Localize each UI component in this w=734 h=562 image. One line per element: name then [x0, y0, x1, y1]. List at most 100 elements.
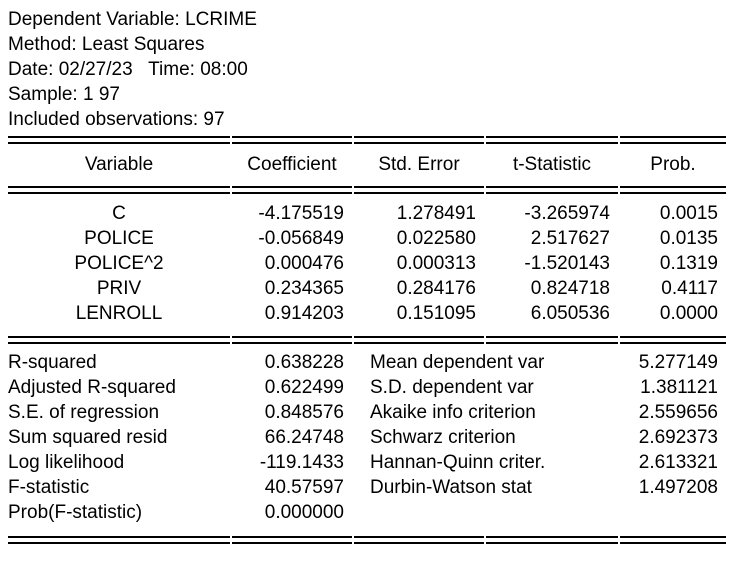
cell-std-error: 0.151095 [396, 303, 476, 324]
rule-segment [620, 186, 726, 194]
bottom-double-rule [8, 536, 726, 544]
stats-label-left: S.E. of regression [8, 402, 160, 423]
stats-row: F-statistic 40.57597 Durbin-Watson stat … [8, 475, 726, 500]
rule-segment [620, 536, 726, 544]
coef-table-header-row: Variable Coefficient Std. Error t-Statis… [8, 150, 726, 180]
cell-variable: PRIV [96, 278, 142, 299]
cell-t-statistic: 6.050536 [530, 303, 610, 324]
rule-segment [8, 186, 230, 194]
top-double-rule [8, 136, 726, 144]
spec-header: Dependent Variable: LCRIME Method: Least… [8, 7, 257, 132]
stats-label-left: Adjusted R-squared [8, 377, 176, 398]
coef-row-police-squared: POLICE^2 0.000476 0.000313 -1.520143 0.1… [8, 251, 726, 276]
stats-value-left: 40.57597 [264, 477, 344, 498]
cell-variable: LENROLL [75, 303, 163, 324]
cell-coefficient: 0.914203 [264, 303, 344, 324]
rule-segment [354, 136, 484, 144]
stats-label-left: R-squared [8, 352, 97, 373]
rule-segment [486, 536, 618, 544]
stats-row: S.E. of regression 0.848576 Akaike info … [8, 400, 726, 425]
stats-value-left: -119.1433 [259, 452, 344, 473]
cell-variable: C [112, 203, 126, 224]
rule-segment [232, 136, 352, 144]
date-time-line: Date: 02/27/23 Time: 08:00 [8, 59, 248, 80]
cell-t-statistic: 0.824718 [530, 278, 610, 299]
cell-std-error: 1.278491 [396, 203, 476, 224]
stats-label-left: Sum squared resid [8, 427, 168, 448]
rule-segment [8, 136, 230, 144]
coef-row-c: C -4.175519 1.278491 -3.265974 0.0015 [8, 201, 726, 226]
cell-std-error: 0.000313 [396, 253, 476, 274]
coef-row-priv: PRIV 0.234365 0.284176 0.824718 0.4117 [8, 276, 726, 301]
cell-coefficient: -4.175519 [258, 203, 344, 224]
cell-variable: POLICE^2 [74, 253, 164, 274]
rule-segment [620, 336, 726, 344]
cell-coefficient: 0.234365 [264, 278, 344, 299]
stats-value-left: 0.848576 [264, 402, 344, 423]
cell-t-statistic: -1.520143 [524, 253, 610, 274]
cell-prob: 0.0135 [659, 228, 718, 249]
stats-label-right: S.D. dependent var [370, 377, 534, 398]
stats-label-right: Schwarz criterion [370, 427, 516, 448]
rule-segment [486, 136, 618, 144]
rule-segment [486, 186, 618, 194]
stats-value-right: 2.692373 [638, 427, 718, 448]
column-header-coefficient: Coefficient [247, 154, 337, 175]
stats-value-left: 0.622499 [264, 377, 344, 398]
stats-label-left: Prob(F-statistic) [8, 502, 143, 523]
coef-row-police: POLICE -0.056849 0.022580 2.517627 0.013… [8, 226, 726, 251]
stats-label-left: Log likelihood [8, 452, 125, 473]
stats-value-right: 2.559656 [638, 402, 718, 423]
stats-label-left: F-statistic [8, 477, 90, 498]
stats-value-left: 0.000000 [264, 502, 344, 523]
stats-row: R-squared 0.638228 Mean dependent var 5.… [8, 350, 726, 375]
column-header-prob: Prob. [650, 154, 696, 175]
mid-double-rule [8, 336, 726, 344]
rule-segment [232, 336, 352, 344]
column-header-t-statistic: t-Statistic [512, 154, 592, 175]
rule-segment [354, 336, 484, 344]
cell-t-statistic: -3.265974 [524, 203, 610, 224]
stats-label-right: Mean dependent var [370, 352, 545, 373]
stats-row: Log likelihood -119.1433 Hannan-Quinn cr… [8, 450, 726, 475]
cell-prob: 0.0015 [659, 203, 718, 224]
stats-value-right: 1.381121 [640, 377, 718, 398]
rule-segment [486, 336, 618, 344]
cell-coefficient: -0.056849 [258, 228, 344, 249]
rule-segment [620, 136, 726, 144]
cell-prob: 0.1319 [659, 253, 718, 274]
coef-row-lenroll: LENROLL 0.914203 0.151095 6.050536 0.000… [8, 301, 726, 326]
dependent-variable-line: Dependent Variable: LCRIME [8, 9, 257, 30]
header-double-rule [8, 186, 726, 194]
stats-value-right: 1.497208 [638, 477, 718, 498]
stats-value-left: 0.638228 [264, 352, 344, 373]
rule-segment [8, 336, 230, 344]
stats-value-right: 5.277149 [638, 352, 718, 373]
column-header-variable: Variable [84, 154, 154, 175]
rule-segment [232, 186, 352, 194]
stats-row: Sum squared resid 66.24748 Schwarz crite… [8, 425, 726, 450]
observations-line: Included observations: 97 [8, 109, 225, 130]
rule-segment [354, 186, 484, 194]
cell-t-statistic: 2.517627 [530, 228, 610, 249]
stats-label-right: Hannan-Quinn criter. [370, 452, 546, 473]
stats-label-right: Akaike info criterion [370, 402, 536, 423]
rule-segment [354, 536, 484, 544]
stats-row: Prob(F-statistic) 0.000000 [8, 500, 726, 525]
stats-row: Adjusted R-squared 0.622499 S.D. depende… [8, 375, 726, 400]
sample-line: Sample: 1 97 [8, 84, 120, 105]
column-header-std-error: Std. Error [378, 154, 460, 175]
rule-segment [232, 536, 352, 544]
cell-variable: POLICE [84, 228, 154, 249]
cell-prob: 0.0000 [659, 303, 718, 324]
stats-value-left: 66.24748 [264, 427, 344, 448]
stats-label-right: Durbin-Watson stat [370, 477, 532, 498]
stats-value-right: 2.613321 [638, 452, 718, 473]
rule-segment [8, 536, 230, 544]
method-line: Method: Least Squares [8, 34, 205, 55]
cell-std-error: 0.284176 [396, 278, 476, 299]
cell-prob: 0.4117 [661, 278, 718, 299]
cell-coefficient: 0.000476 [264, 253, 344, 274]
cell-std-error: 0.022580 [396, 228, 476, 249]
